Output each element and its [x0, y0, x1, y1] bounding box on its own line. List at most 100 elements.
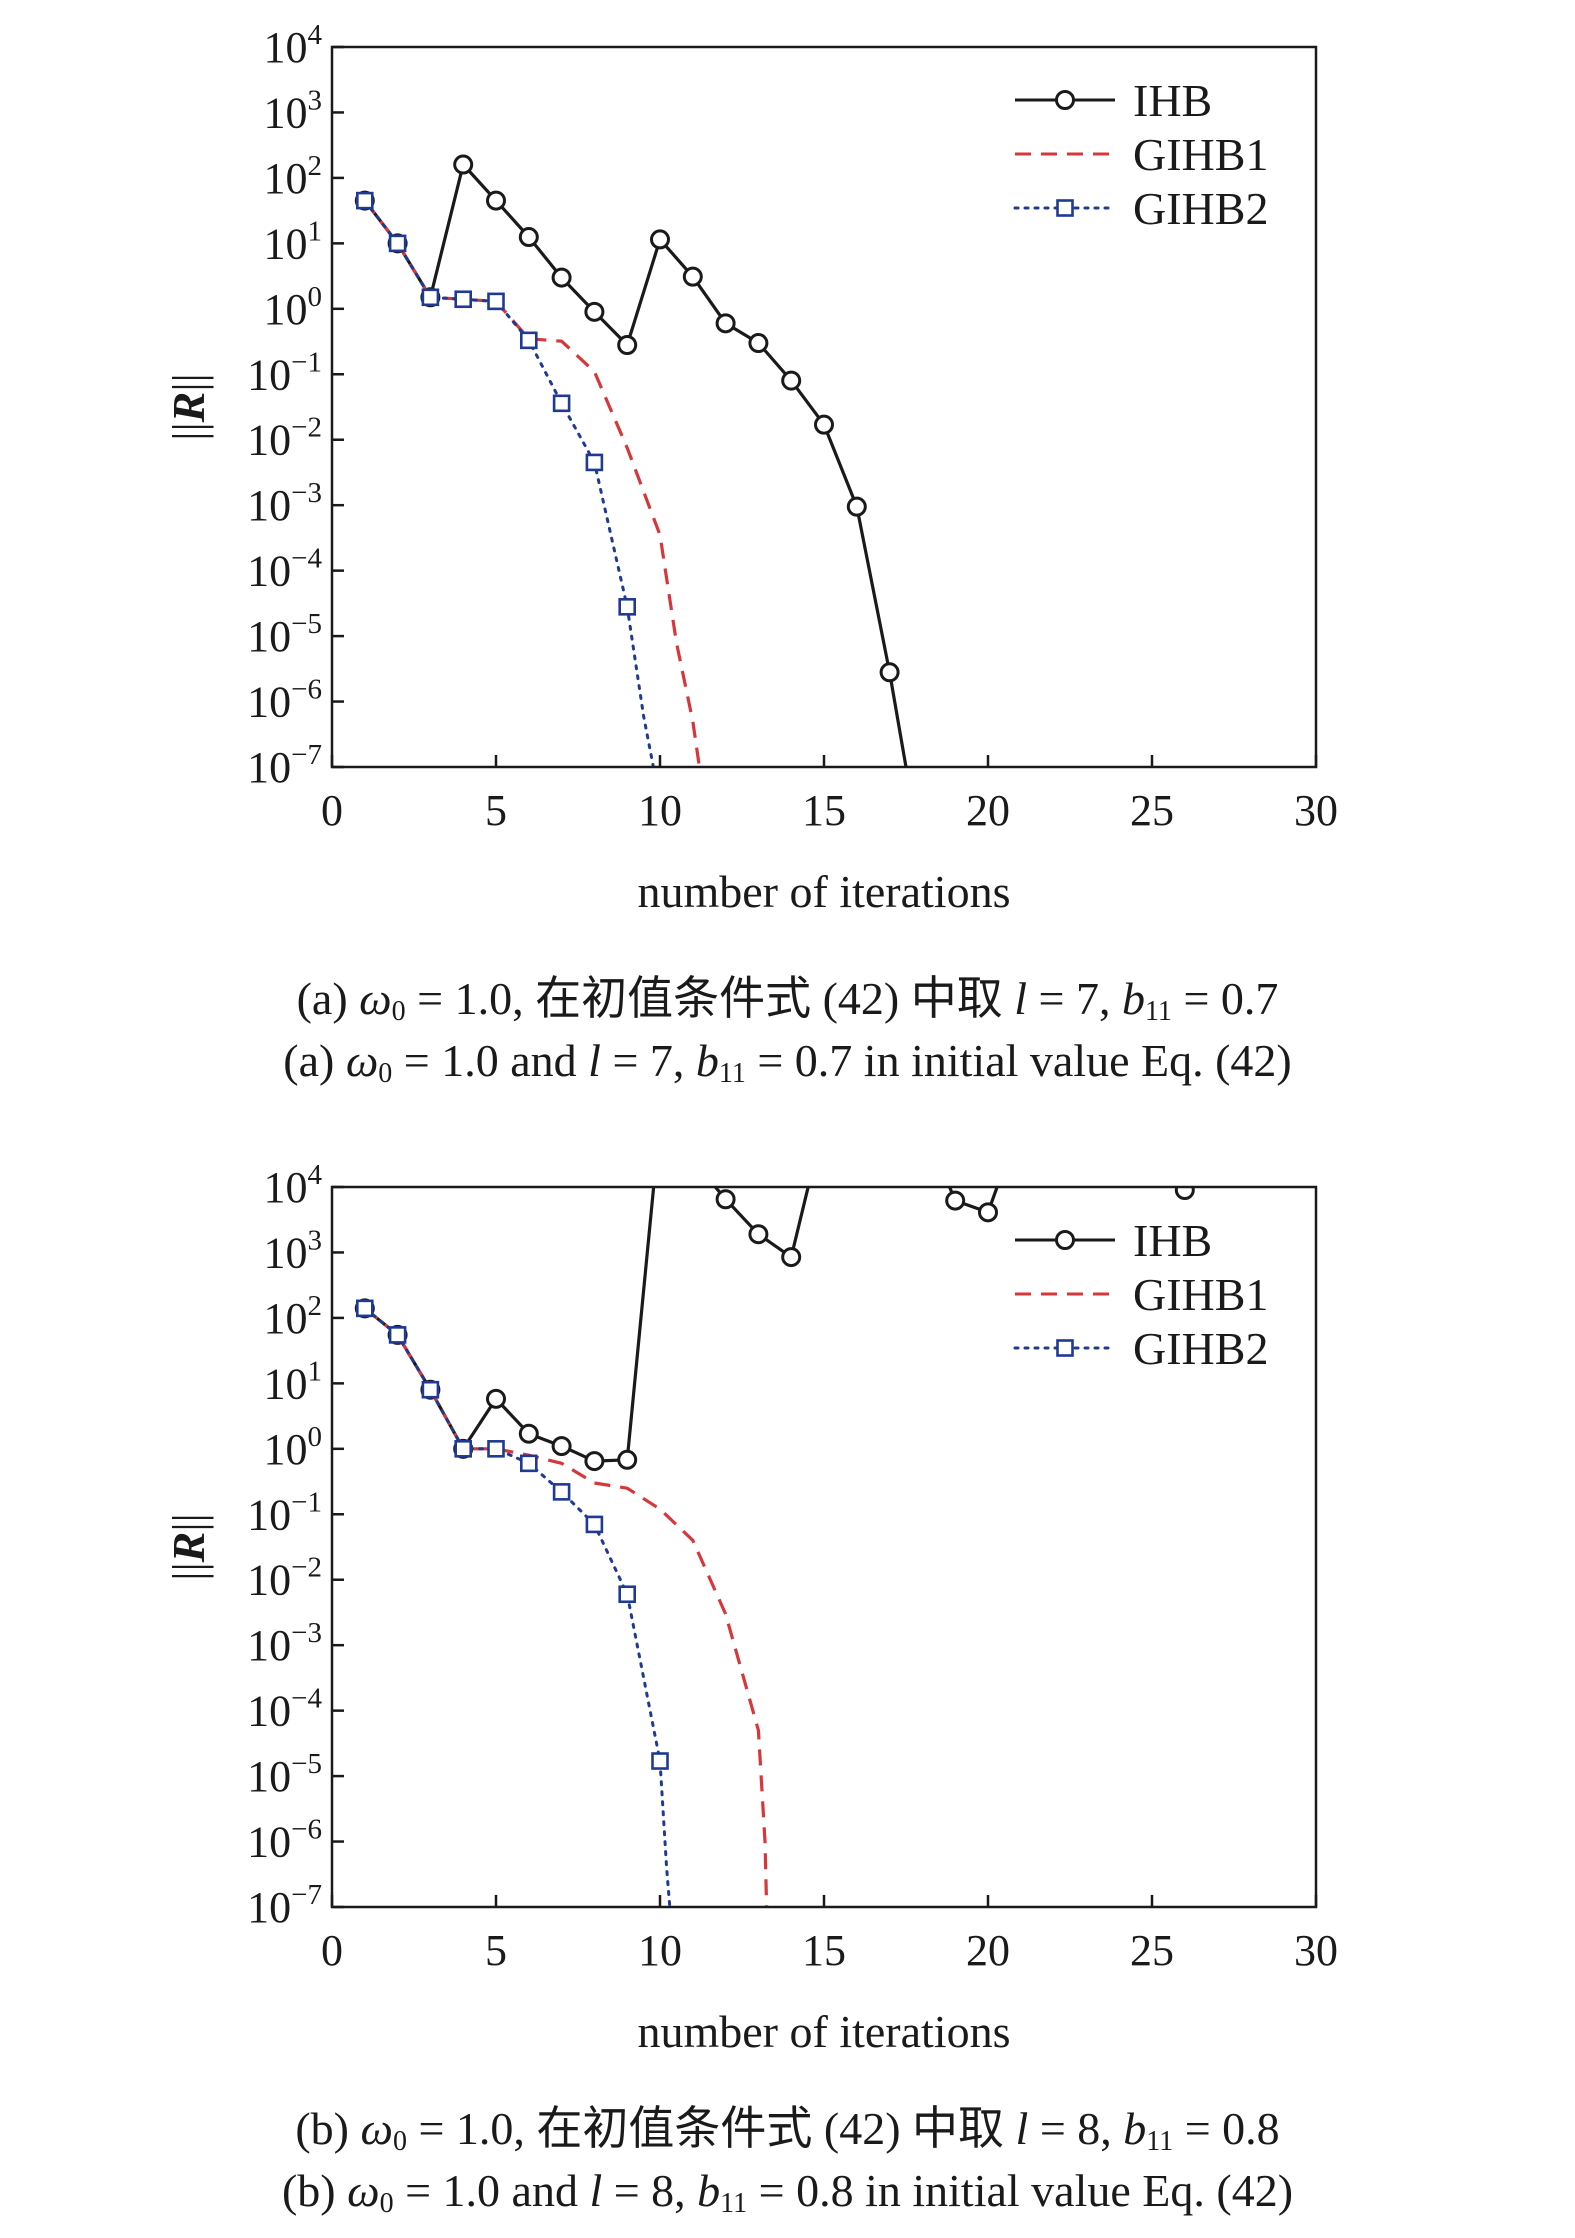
data-point-ihb [715, 1189, 736, 1210]
data-point-gihb2 [552, 1483, 571, 1501]
x-tick-label: 25 [1130, 1926, 1174, 1975]
data-point-ihb [814, 414, 834, 435]
series-line-gihb2 [363, 1306, 672, 1907]
b-symbol: b [695, 1035, 719, 1086]
data-point-ihb [518, 227, 539, 248]
data-point-gihb2 [618, 1585, 637, 1604]
l-symbol: l [589, 2165, 603, 2216]
subscript: 11 [1144, 996, 1172, 1027]
y-axis-title: ||R|| [163, 1513, 214, 1581]
legend-marker-ihb [1055, 1230, 1075, 1250]
y-tick-label: 10−2 [247, 412, 322, 465]
x-axis-title: number of iterations [637, 2006, 1010, 2057]
chart-a: 0 5 10 15 20 25 30 104 103 102 101 100 10−1 10−2 10−3 1… [163, 19, 1338, 917]
data-point-gihb2 [519, 1454, 538, 1473]
l-symbol: l [1014, 973, 1028, 1024]
y-tick-label: 10−3 [247, 1617, 322, 1670]
x-tick-label: 25 [1130, 786, 1174, 835]
data-point-gihb2 [519, 331, 538, 350]
data-point-gihb2 [585, 453, 604, 472]
y-tick-label: 10−7 [247, 739, 322, 792]
data-point-gihb2 [585, 1515, 604, 1534]
data-point-ihb [879, 662, 900, 683]
b-symbol: b [697, 2165, 721, 2216]
data-point-gihb2 [487, 292, 505, 311]
caption-a-english: (a) ω0 = 1.0 and l = 7, b11 = 0.7 in ini… [0, 1034, 1575, 1089]
y-tick-label: 100 [264, 1421, 323, 1474]
data-point-gihb2 [388, 1326, 407, 1344]
x-tick-label: 10 [638, 1926, 682, 1975]
data-point-gihb2 [355, 1299, 374, 1318]
y-tick-label: 103 [264, 1224, 323, 1277]
data-point-ihb [486, 1388, 506, 1409]
x-tick-label: 20 [966, 1926, 1010, 1975]
x-tick-label: 0 [321, 786, 343, 835]
data-point-ihb [682, 266, 703, 287]
data-point-gihb2 [388, 234, 407, 253]
caption-text: (b) [295, 2103, 361, 2154]
chart-b: 0 5 10 15 20 25 30 104 103 102 101 100 10−1 10−2 10−3 1… [163, 1159, 1338, 2057]
data-point-gihb2 [618, 598, 637, 616]
x-tick-label: 10 [638, 786, 682, 835]
y-tick-label: 10−6 [247, 674, 322, 727]
y-tick-label: 101 [264, 1355, 323, 1408]
x-tick-label: 15 [802, 1926, 846, 1975]
y-tick-label: 104 [264, 19, 323, 72]
subscript: 0 [378, 1058, 393, 1089]
data-point-ihb [617, 335, 638, 356]
data-point-gihb2 [552, 394, 571, 413]
omega-symbol: ω [347, 2165, 380, 2216]
data-point-ihb [748, 1224, 769, 1245]
y-tick-label: 102 [264, 1290, 323, 1343]
series-layer [354, 1187, 1195, 1907]
subscript: 11 [718, 1058, 746, 1089]
y-tick-label: 10−1 [247, 1486, 322, 1539]
omega-symbol: ω [359, 973, 392, 1024]
x-tick-label: 5 [485, 1926, 507, 1975]
data-point-ihb [453, 154, 474, 175]
legend-marker-ihb [1055, 90, 1075, 110]
subscript: 0 [379, 2188, 394, 2219]
caption-text: = 8, [602, 2165, 698, 2216]
series-line-gihb2 [363, 199, 655, 767]
data-point-gihb2 [454, 290, 473, 309]
series-line-gihb1 [363, 199, 701, 767]
y-tick-label: 10−4 [247, 543, 322, 596]
legend-label-gihb1: GIHB1 [1133, 129, 1268, 180]
data-point-ihb [650, 229, 670, 250]
data-point-gihb2 [651, 1752, 669, 1770]
data-point-ihb [781, 1247, 802, 1268]
data-point-ihb [584, 1451, 605, 1472]
y-tick-label: 102 [264, 150, 323, 203]
omega-symbol: ω [360, 2103, 393, 2154]
caption-text: = 1.0, 在初值条件式 (42) 中取 [406, 2103, 1016, 2154]
caption-b-english: (b) ω0 = 1.0 and l = 8, b11 = 0.8 in ini… [0, 2164, 1575, 2219]
y-tick-label: 10−5 [247, 1748, 322, 1801]
data-point-ihb [551, 267, 572, 288]
caption-text: = 7, [600, 1035, 696, 1086]
subscript: 11 [1146, 2126, 1174, 2157]
y-tick-label: 10−7 [247, 1879, 322, 1932]
subscript: 0 [391, 996, 406, 1027]
caption-text: = 1.0 and [393, 2165, 590, 2216]
subscript: 11 [720, 2188, 748, 2219]
caption-text: = 0.7 in initial value Eq. (42) [745, 1035, 1292, 1086]
y-tick-label: 100 [264, 281, 323, 334]
y-tick-label: 104 [264, 1159, 323, 1212]
caption-text: = 8, [1028, 2103, 1124, 2154]
caption-text: = 1.0 and [392, 1035, 589, 1086]
data-point-ihb [584, 301, 605, 322]
caption-text: = 0.8 in initial value Eq. (42) [747, 2165, 1294, 2216]
x-tick-label: 20 [966, 786, 1010, 835]
legend-label-gihb1: GIHB1 [1133, 1269, 1268, 1320]
caption-text: (a) [296, 973, 360, 1024]
legend-marker-gihb2 [1056, 1339, 1074, 1357]
series-layer [354, 154, 908, 767]
y-axis-title: ||R|| [163, 373, 214, 441]
data-point-ihb [781, 370, 802, 391]
l-symbol: l [588, 1035, 601, 1086]
b-symbol: b [1123, 2103, 1147, 2154]
caption-text: = 0.7 [1171, 973, 1279, 1024]
y-tick-label: 10−2 [247, 1552, 322, 1605]
b-symbol: b [1121, 973, 1145, 1024]
